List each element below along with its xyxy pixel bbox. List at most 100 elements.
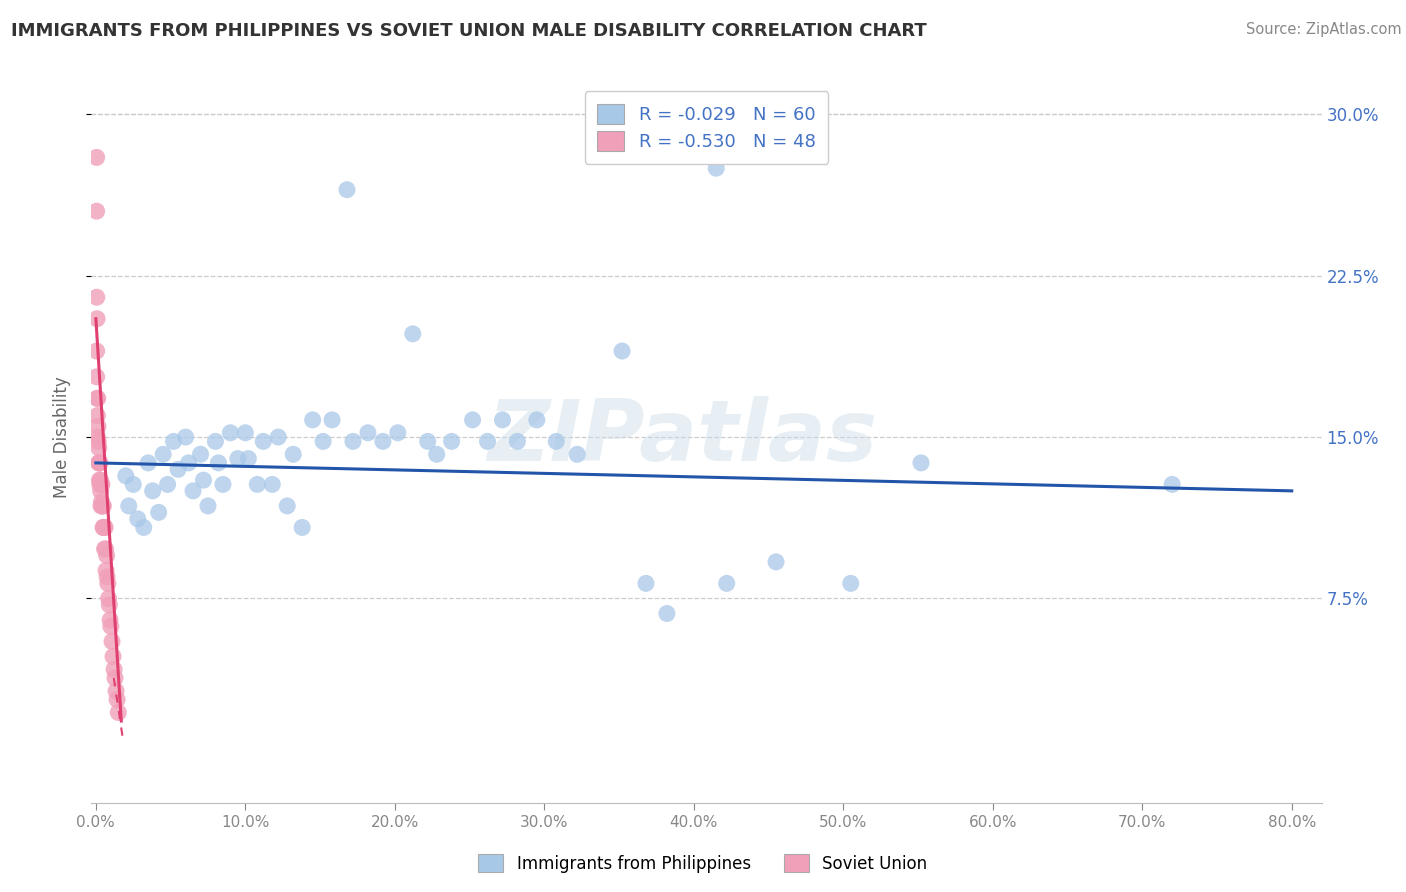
Point	[387, 425, 409, 440]
Point	[118, 499, 141, 513]
Point	[197, 499, 219, 513]
Point	[238, 451, 260, 466]
Point	[94, 564, 117, 578]
Point	[91, 520, 114, 534]
Point	[156, 477, 179, 491]
Point	[461, 413, 484, 427]
Point	[142, 483, 165, 498]
Point	[342, 434, 364, 449]
Point	[301, 413, 323, 427]
Point	[122, 477, 145, 491]
Point	[567, 447, 589, 461]
Point	[89, 456, 111, 470]
Point	[90, 483, 112, 498]
Point	[97, 576, 120, 591]
Point	[655, 607, 678, 621]
Point	[86, 430, 108, 444]
Point	[312, 434, 335, 449]
Point	[90, 477, 112, 491]
Point	[132, 520, 155, 534]
Point	[148, 505, 170, 519]
Point	[90, 499, 112, 513]
Point	[89, 456, 111, 470]
Point	[167, 462, 190, 476]
Point	[219, 425, 242, 440]
Point	[93, 520, 115, 534]
Point	[321, 413, 343, 427]
Point	[101, 634, 124, 648]
Point	[181, 483, 204, 498]
Point	[152, 447, 174, 461]
Point	[262, 477, 284, 491]
Point	[101, 649, 124, 664]
Point	[371, 434, 394, 449]
Point	[267, 430, 290, 444]
Point	[136, 456, 159, 470]
Point	[90, 494, 112, 508]
Point	[114, 468, 136, 483]
Point	[96, 570, 118, 584]
Point	[839, 576, 862, 591]
Point	[87, 434, 110, 449]
Point	[526, 413, 548, 427]
Point	[704, 161, 727, 176]
Point	[252, 434, 274, 449]
Point	[506, 434, 529, 449]
Point	[96, 549, 118, 563]
Point	[93, 541, 115, 556]
Point	[89, 473, 111, 487]
Point	[910, 456, 932, 470]
Point	[87, 419, 110, 434]
Point	[94, 541, 117, 556]
Point	[426, 447, 449, 461]
Point	[276, 499, 298, 513]
Point	[86, 409, 108, 423]
Point	[87, 456, 110, 470]
Point	[105, 684, 128, 698]
Point	[193, 473, 215, 487]
Point	[93, 520, 115, 534]
Point	[86, 392, 108, 406]
Point	[491, 413, 513, 427]
Point	[86, 150, 108, 164]
Point	[283, 447, 305, 461]
Point	[86, 311, 108, 326]
Text: ZIPatlas: ZIPatlas	[486, 395, 877, 479]
Point	[235, 425, 257, 440]
Point	[226, 451, 249, 466]
Point	[127, 512, 149, 526]
Point	[1161, 477, 1184, 491]
Point	[100, 619, 122, 633]
Point	[91, 499, 114, 513]
Legend: R = -0.029   N = 60, R = -0.530   N = 48: R = -0.029 N = 60, R = -0.530 N = 48	[585, 91, 828, 163]
Text: IMMIGRANTS FROM PHILIPPINES VS SOVIET UNION MALE DISABILITY CORRELATION CHART: IMMIGRANTS FROM PHILIPPINES VS SOVIET UN…	[11, 22, 927, 40]
Point	[634, 576, 657, 591]
Point	[107, 706, 129, 720]
Point	[477, 434, 499, 449]
Point	[402, 326, 425, 341]
Point	[98, 613, 121, 627]
Point	[546, 434, 568, 449]
Point	[162, 434, 184, 449]
Point	[207, 456, 229, 470]
Point	[104, 671, 127, 685]
Point	[610, 344, 633, 359]
Point	[93, 499, 115, 513]
Point	[86, 369, 108, 384]
Point	[416, 434, 439, 449]
Point	[90, 477, 112, 491]
Point	[174, 430, 197, 444]
Point	[716, 576, 738, 591]
Text: Source: ZipAtlas.com: Source: ZipAtlas.com	[1246, 22, 1402, 37]
Point	[94, 520, 117, 534]
Legend: Immigrants from Philippines, Soviet Union: Immigrants from Philippines, Soviet Unio…	[471, 847, 935, 880]
Point	[87, 441, 110, 455]
Point	[86, 392, 108, 406]
Point	[98, 598, 121, 612]
Point	[86, 204, 108, 219]
Point	[204, 434, 226, 449]
Y-axis label: Male Disability: Male Disability	[52, 376, 70, 498]
Point	[89, 477, 111, 491]
Point	[765, 555, 787, 569]
Point	[89, 473, 111, 487]
